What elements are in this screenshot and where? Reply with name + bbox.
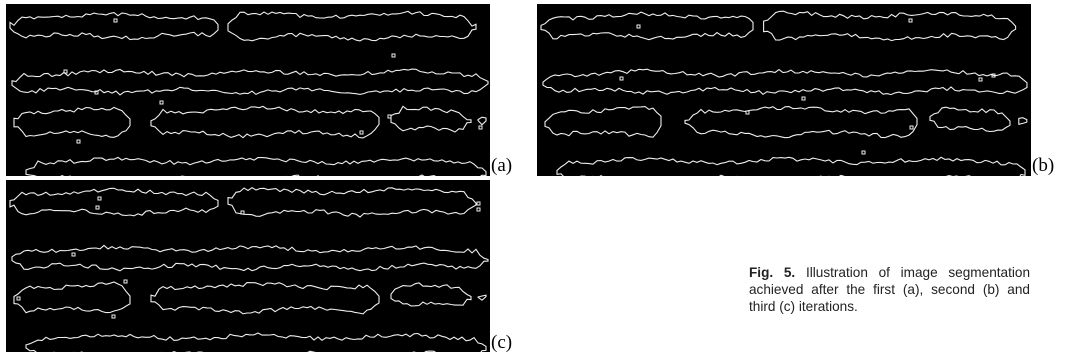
contour-dot bbox=[72, 253, 75, 256]
contour-dot bbox=[98, 197, 101, 200]
contour-dot bbox=[241, 211, 244, 214]
contour bbox=[26, 333, 486, 352]
contour-dot bbox=[124, 280, 127, 283]
contour-dot bbox=[620, 77, 623, 80]
contour-dot bbox=[910, 126, 913, 129]
contour-dot bbox=[862, 151, 865, 154]
figure-caption: Fig. 5. Illustration of image segmentati… bbox=[749, 264, 1030, 315]
contour bbox=[228, 11, 476, 41]
contour bbox=[478, 117, 486, 125]
contour bbox=[930, 107, 1010, 131]
contour bbox=[391, 283, 471, 306]
contour bbox=[14, 107, 130, 137]
contour bbox=[543, 69, 1027, 94]
contour bbox=[14, 282, 130, 313]
contour bbox=[10, 188, 218, 216]
contour-dot bbox=[160, 101, 163, 104]
contour-dot bbox=[746, 111, 749, 114]
contour-dot bbox=[477, 202, 480, 205]
contour-dot bbox=[392, 54, 395, 57]
contour bbox=[557, 157, 1025, 176]
contour bbox=[10, 13, 218, 40]
contour bbox=[1019, 118, 1027, 125]
contour-dot bbox=[17, 297, 20, 300]
contour-dot bbox=[477, 208, 480, 211]
contour-dot bbox=[114, 19, 117, 22]
segmentation-panel bbox=[6, 4, 490, 176]
contour bbox=[541, 12, 753, 40]
contour bbox=[12, 245, 488, 270]
segmentation-panel bbox=[6, 180, 490, 352]
contour bbox=[391, 106, 471, 132]
panel-label: (a) bbox=[491, 155, 512, 177]
page: (a) (b) (c) Fig. 5. Illustration of imag… bbox=[0, 0, 1066, 358]
contour-dot bbox=[360, 131, 363, 134]
contour bbox=[26, 157, 486, 176]
panel-label: (b) bbox=[1032, 155, 1054, 177]
contour-dot bbox=[388, 115, 391, 118]
contour-dot bbox=[637, 25, 640, 28]
contour-dot bbox=[96, 206, 99, 209]
contour bbox=[685, 107, 917, 138]
contour bbox=[478, 295, 486, 300]
contour bbox=[12, 69, 488, 95]
caption-label: Fig. 5. bbox=[749, 265, 795, 280]
contour-dot bbox=[77, 140, 80, 143]
contour-dot bbox=[95, 91, 98, 94]
contour-dot bbox=[112, 315, 115, 318]
contour-dot bbox=[479, 126, 482, 129]
panel-label: (c) bbox=[491, 332, 512, 354]
contour-dot bbox=[979, 78, 982, 81]
contour bbox=[764, 11, 1016, 40]
contour bbox=[228, 188, 476, 217]
contour-dot bbox=[909, 19, 912, 22]
contour-dot bbox=[802, 97, 805, 100]
contour bbox=[545, 107, 661, 138]
contour bbox=[151, 283, 379, 314]
contour bbox=[151, 106, 379, 137]
segmentation-panel bbox=[537, 4, 1031, 176]
contour-dot bbox=[64, 70, 67, 73]
